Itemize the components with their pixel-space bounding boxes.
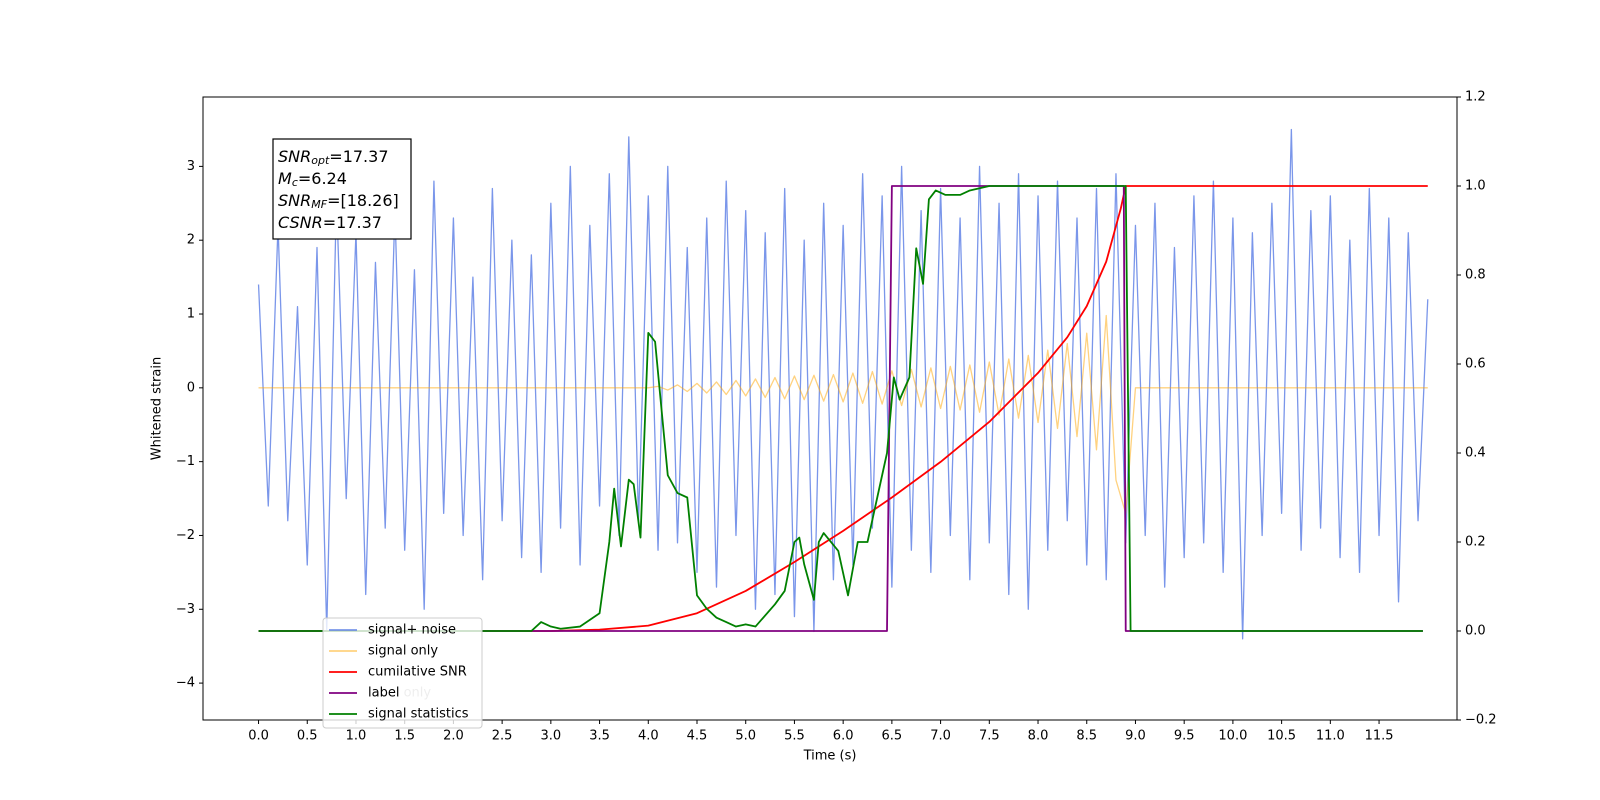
annotation-value: =[18.26] <box>327 191 399 210</box>
y2-tick-label: 0.4 <box>1465 446 1486 461</box>
x-tick-label: 7.5 <box>979 729 1000 744</box>
x-axis-label: Time (s) <box>803 749 857 764</box>
legend-label: signal only <box>368 644 438 659</box>
legend-label: label <box>368 686 399 701</box>
y2-tick-label: 0.6 <box>1465 357 1486 372</box>
annotation-symbol: M <box>278 169 292 188</box>
x-tick-label: 4.5 <box>687 729 708 744</box>
x-tick-label: 3.0 <box>541 729 562 744</box>
annotation-value: =17.37 <box>329 147 388 166</box>
annotation-sub: MF <box>311 198 327 211</box>
series-line <box>258 314 1428 514</box>
y2-tick-label: 0.0 <box>1465 624 1486 639</box>
x-tick-label: 5.5 <box>784 729 805 744</box>
annotation-line: Mc=6.24 <box>278 169 347 190</box>
y2-tick-label: 0.2 <box>1465 535 1486 550</box>
series-line <box>257 128 1429 640</box>
annotation-sub: opt <box>311 154 330 167</box>
x-tick-label: 2.0 <box>443 729 464 744</box>
x-tick-label: 4.0 <box>638 729 659 744</box>
x-tick-label: 0.0 <box>248 729 269 744</box>
y-tick-label: −3 <box>176 602 195 617</box>
annotation-symbol: CSNR <box>278 213 323 232</box>
y-tick-label: −2 <box>176 528 195 543</box>
annotation-symbol: SNR <box>278 191 311 210</box>
annotation-line: SNRMF=[18.26] <box>278 191 399 212</box>
y-tick-label: 3 <box>187 159 195 174</box>
x-tick-label: 11.5 <box>1365 729 1394 744</box>
x-tick-label: 8.5 <box>1076 729 1097 744</box>
legend-label: signal+ noise <box>368 623 456 638</box>
y-tick-label: 1 <box>187 307 195 322</box>
y-tick-label: −4 <box>176 676 195 691</box>
annotation-value: =17.37 <box>323 213 382 232</box>
annotation-box <box>272 138 412 240</box>
x-tick-label: 10.0 <box>1218 729 1247 744</box>
y2-tick-label: 1.0 <box>1465 179 1486 194</box>
annotation-symbol: SNR <box>278 147 311 166</box>
y-axis-label: Whitened strain <box>150 357 165 460</box>
legend-box <box>322 617 483 729</box>
y-tick-label: −1 <box>176 454 195 469</box>
x-tick-label: 6.0 <box>833 729 854 744</box>
y2-tick-label: 1.2 <box>1465 90 1486 105</box>
y2-tick-label: 0.8 <box>1465 268 1486 283</box>
annotation-sub: c <box>292 176 298 189</box>
legend-label: signal statistics <box>368 707 469 722</box>
annotation-line: CSNR=17.37 <box>278 213 382 232</box>
x-tick-label: 2.5 <box>492 729 513 744</box>
x-tick-label: 9.0 <box>1125 729 1146 744</box>
annotation-value: =6.24 <box>298 169 347 188</box>
x-tick-label: 0.5 <box>297 729 318 744</box>
x-tick-label: 6.5 <box>882 729 903 744</box>
x-tick-label: 3.5 <box>589 729 610 744</box>
series-line <box>258 185 1428 632</box>
annotation-line: SNRopt=17.37 <box>278 147 389 168</box>
x-tick-label: 10.5 <box>1267 729 1296 744</box>
x-tick-label: 5.0 <box>735 729 756 744</box>
legend-label: cumilative SNR <box>368 665 467 680</box>
x-tick-label: 1.0 <box>346 729 367 744</box>
series-line <box>258 185 1423 632</box>
axes-frame <box>202 96 1458 721</box>
x-tick-label: 11.0 <box>1316 729 1345 744</box>
y-tick-label: 2 <box>187 233 195 248</box>
x-tick-label: 1.5 <box>394 729 415 744</box>
y2-tick-label: −0.2 <box>1465 713 1497 728</box>
x-tick-label: 7.0 <box>930 729 951 744</box>
x-tick-label: 9.5 <box>1174 729 1195 744</box>
x-tick-label: 8.0 <box>1028 729 1049 744</box>
y-tick-label: 0 <box>187 380 195 395</box>
